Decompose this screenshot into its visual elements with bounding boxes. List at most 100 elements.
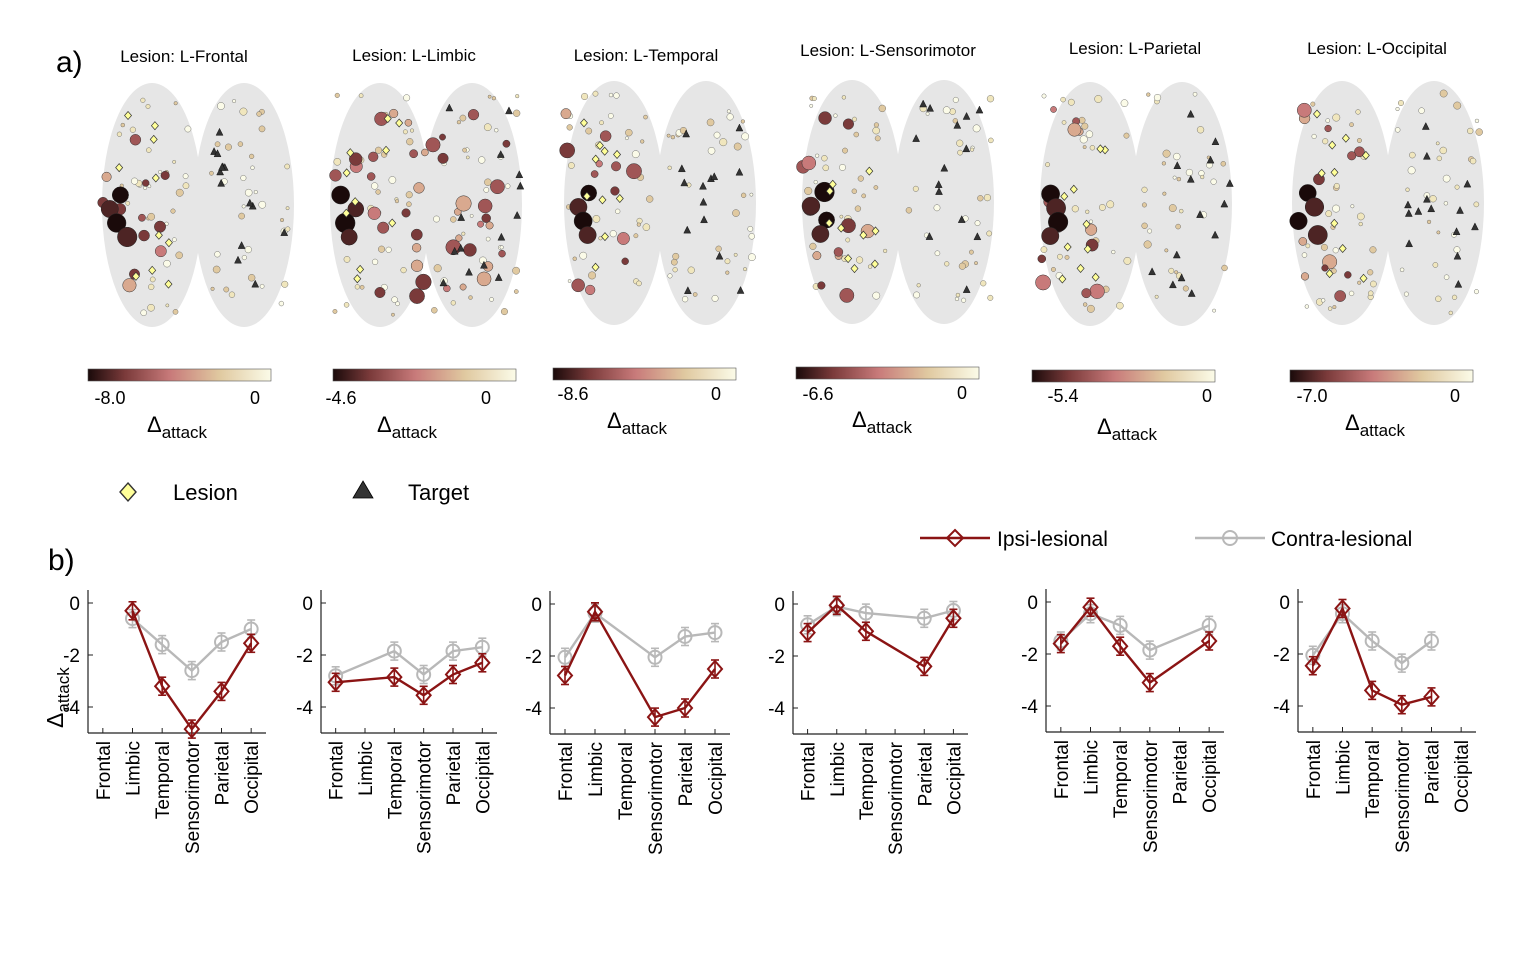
target-marker: [496, 150, 505, 158]
brain-node: [815, 153, 820, 158]
brain-node: [239, 107, 248, 116]
x-tick-label: Temporal: [857, 742, 878, 820]
target-marker: [919, 99, 927, 108]
lesion-marker: [1330, 167, 1339, 177]
brain-node: [748, 253, 756, 261]
lesion-marker: [1361, 150, 1370, 160]
target-marker: [1423, 194, 1431, 203]
brain-node: [148, 283, 155, 291]
line-chart: 0 -2 -4 Frontal Limbic Temporal Sensorimotor Pa…: [768, 591, 968, 855]
brain-node: [867, 264, 873, 269]
brain-title: Lesion: L-Limbic: [352, 46, 476, 65]
brain-node: [175, 188, 184, 197]
brain-node: [646, 195, 654, 203]
brain-node: [280, 218, 284, 223]
brain-node: [726, 109, 731, 114]
colorbar-gradient: [552, 367, 737, 381]
colorbar-min-label: -6.6: [802, 384, 833, 404]
y-tick-label: -4: [1021, 697, 1038, 718]
x-tick-label: Sensorimotor: [1141, 739, 1162, 853]
brain-node: [249, 153, 255, 159]
brain-node: [1067, 98, 1075, 106]
legend-target-label: Target: [408, 480, 469, 505]
target-marker: [1452, 227, 1461, 235]
brain-node: [485, 221, 494, 230]
brain-node: [839, 287, 855, 303]
target-marker: [682, 129, 690, 138]
target-marker: [216, 167, 224, 176]
y-tick-label: -4: [296, 698, 313, 719]
brain-node: [851, 188, 857, 194]
brain-node: [244, 188, 253, 197]
ipsi-point: [444, 664, 462, 685]
x-tick-label: Sensorimotor: [1393, 739, 1414, 853]
brain-node: [1333, 182, 1340, 189]
brain-node: [1106, 200, 1115, 209]
brain-node: [1143, 240, 1152, 249]
ipsi-point: [1334, 598, 1351, 619]
target-marker: [1148, 267, 1156, 276]
lesion-marker: [131, 271, 140, 281]
brain-node: [952, 96, 959, 103]
brain-node: [1179, 208, 1184, 214]
brain-node: [490, 179, 505, 195]
brain-node: [391, 296, 398, 303]
lesion-marker: [395, 118, 404, 128]
brain-node: [1057, 253, 1063, 260]
brain-node: [406, 138, 414, 146]
brain-node: [1324, 124, 1332, 133]
brain-node: [610, 186, 620, 196]
y-tick-label: 0: [302, 594, 313, 615]
brain-node: [748, 233, 755, 240]
brain-node: [707, 147, 716, 155]
x-tick-label: Sensorimotor: [646, 741, 667, 855]
ipsi-point: [386, 667, 403, 687]
brain-node: [125, 200, 131, 206]
brain-node: [391, 312, 395, 317]
x-tick-label: Temporal: [153, 741, 174, 819]
brain-node: [1161, 161, 1166, 166]
brain-node: [667, 273, 673, 279]
brain-node: [483, 187, 490, 193]
brain-node: [986, 95, 995, 103]
target-marker: [975, 105, 984, 114]
brain-node: [1048, 211, 1069, 233]
brain-node: [154, 220, 166, 233]
x-tick-label: Temporal: [1363, 740, 1384, 818]
line-chart: 0 -2 -4 Frontal Limbic Temporal Sensorimotor Pa…: [63, 590, 266, 854]
x-tick-label: Frontal: [799, 742, 820, 801]
target-marker: [935, 187, 943, 195]
target-marker: [1211, 230, 1219, 239]
target-marker: [1211, 137, 1220, 145]
brain-title: Lesion: L-Frontal: [120, 47, 248, 66]
x-tick-label: Limbic: [1082, 740, 1103, 795]
ipsi-point: [857, 621, 875, 641]
brain-node: [1083, 302, 1088, 307]
brain-node: [375, 189, 381, 195]
target-marker: [957, 215, 966, 223]
brain-node: [443, 284, 451, 293]
brain-node: [670, 135, 675, 140]
brain-node: [811, 96, 817, 101]
brain-node: [1395, 107, 1400, 112]
colorbar-max-label: 0: [250, 388, 260, 408]
brain-node: [477, 220, 484, 228]
lesion-marker: [342, 208, 351, 218]
brain-node: [241, 204, 246, 209]
target-marker: [456, 243, 465, 252]
target-marker: [497, 232, 506, 241]
brain-node: [212, 265, 221, 274]
brain-node: [1325, 210, 1333, 217]
ipsi-point: [706, 659, 724, 679]
contra-point: [858, 605, 874, 621]
lesion-marker: [844, 254, 853, 264]
brain-node: [502, 139, 511, 148]
brain-node: [578, 226, 597, 244]
brain-node: [560, 108, 572, 120]
brain-node: [258, 125, 266, 133]
ipsi-point: [915, 656, 933, 676]
colorbar-gradient: [1031, 369, 1216, 383]
brain-title: Lesion: L-Parietal: [1069, 39, 1201, 58]
brain-node: [611, 161, 622, 172]
lesion-marker: [600, 232, 609, 242]
